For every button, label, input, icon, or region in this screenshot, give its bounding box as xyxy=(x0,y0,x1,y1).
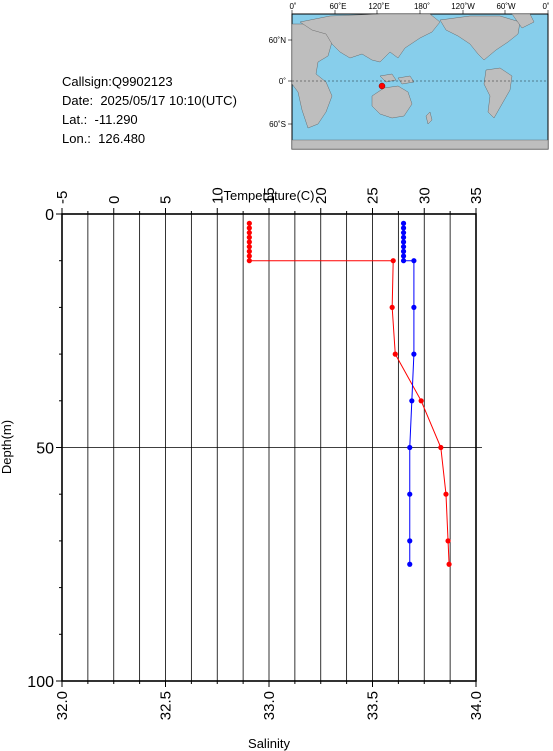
map-lat-label: 60˚S xyxy=(269,120,286,129)
temperature-data-point xyxy=(246,253,252,259)
salinity-data-point xyxy=(400,244,407,250)
map-lon-label: 60˚W xyxy=(496,2,516,11)
map-lon-label: 0˚ xyxy=(542,2,549,11)
map-lat-label: 0˚ xyxy=(279,77,286,86)
temperature-tick-label: 35 xyxy=(468,187,485,204)
temperature-data-point xyxy=(392,351,398,357)
salinity-data-point xyxy=(400,230,407,236)
map-lon-label: 120˚E xyxy=(368,2,389,11)
salinity-data-point xyxy=(411,258,417,264)
callsign-value: Q9902123 xyxy=(111,74,173,89)
salinity-tick-label: 34.0 xyxy=(468,691,485,720)
salinity-data-point xyxy=(411,351,417,357)
temperature-axis-label: Temperature(C) xyxy=(223,188,314,203)
map-left-labels: 60˚N 0˚ 60˚S xyxy=(269,36,287,129)
lon-value: 126.480 xyxy=(98,131,146,146)
station-marker xyxy=(378,82,386,90)
grid xyxy=(62,214,482,681)
temperature-tick-label: 5 xyxy=(158,196,175,204)
salinity-tick-label: 33.0 xyxy=(261,691,278,720)
map-frame-ticks xyxy=(288,10,549,125)
location-map: 0˚ 60˚E 120˚E 180˚ 120˚W 60˚W 0˚ 60˚N 0˚… xyxy=(269,2,550,150)
depth-tick-label: 0 xyxy=(45,207,54,224)
temperature-tick-label: 15 xyxy=(261,187,278,204)
salinity-data-point xyxy=(400,234,407,240)
temperature-data-point xyxy=(446,561,452,567)
salinity-tick-label: 32.5 xyxy=(158,691,175,720)
date-row: Date: 2025/05/17 10:10(UTC) xyxy=(62,91,237,110)
temperature-tick-label: -5 xyxy=(54,191,71,204)
temperature-data-point xyxy=(390,258,396,264)
lat-row: Lat.: -11.290 xyxy=(62,110,237,129)
temperature-tick-label: 30 xyxy=(416,187,433,204)
station-info: Callsign:Q9902123 Date: 2025/05/17 10:10… xyxy=(62,72,237,148)
salinity-data-point xyxy=(400,239,407,245)
salinity-data-point xyxy=(407,561,413,567)
temperature-tick-label: 10 xyxy=(209,187,226,204)
salinity-data-point xyxy=(400,225,407,231)
lat-label: Lat.: xyxy=(62,112,88,127)
temperature-data-point xyxy=(246,220,252,226)
salinity-tick-label: 32.0 xyxy=(54,691,71,720)
salinity-data-point xyxy=(407,491,413,497)
lon-label: Lon.: xyxy=(62,131,91,146)
salinity-data-point xyxy=(400,220,407,226)
map-top-labels: 0˚ 60˚E 120˚E 180˚ 120˚W 60˚W 0˚ xyxy=(289,2,549,11)
temperature-data-point xyxy=(246,239,252,245)
salinity-tick-label: 33.5 xyxy=(365,691,382,720)
depth-tick-label: 50 xyxy=(36,441,54,458)
temperature-data-point xyxy=(246,258,252,264)
depth-tick-label: 100 xyxy=(27,674,54,691)
temperature-data-point xyxy=(246,225,252,231)
salinity-data-point xyxy=(409,398,415,404)
map-lon-label: 0˚ xyxy=(289,2,296,11)
date-label: Date: xyxy=(62,93,94,108)
callsign-row: Callsign:Q9902123 xyxy=(62,72,237,91)
temperature-data-point xyxy=(246,248,252,254)
temperature-data-point xyxy=(389,304,395,310)
map-land xyxy=(291,13,549,150)
temperature-data-point xyxy=(418,398,424,404)
salinity-data-point xyxy=(400,258,407,264)
salinity-data-point xyxy=(407,444,413,451)
map-lon-label: 180˚ xyxy=(414,2,430,11)
data-series xyxy=(246,220,452,567)
salinity-data-point xyxy=(400,253,407,259)
salinity-data-point xyxy=(400,248,407,254)
temperature-tick-label: 0 xyxy=(106,196,123,204)
date-value: 2025/05/17 10:10(UTC) xyxy=(100,93,237,108)
callsign-label: Callsign: xyxy=(62,74,112,89)
temperature-data-point xyxy=(246,244,252,250)
lat-value: -11.290 xyxy=(94,112,138,127)
temperature-tick-label: 20 xyxy=(313,187,330,204)
salinity-data-point xyxy=(407,538,413,544)
map-lon-label: 120˚W xyxy=(451,2,475,11)
temperature-data-point xyxy=(246,230,252,236)
map-lon-label: 60˚E xyxy=(330,2,347,11)
temperature-data-point xyxy=(246,234,252,240)
temperature-data-point xyxy=(438,444,444,451)
temperature-data-point xyxy=(443,491,449,497)
temperature-data-point xyxy=(445,538,451,544)
salinity-data-point xyxy=(411,304,417,310)
lon-row: Lon.: 126.480 xyxy=(62,129,237,148)
depth-axis-label: Depth(m) xyxy=(0,420,14,474)
temperature-tick-label: 25 xyxy=(365,187,382,204)
salinity-axis-label: Salinity xyxy=(248,736,290,751)
map-lat-label: 60˚N xyxy=(269,36,287,45)
